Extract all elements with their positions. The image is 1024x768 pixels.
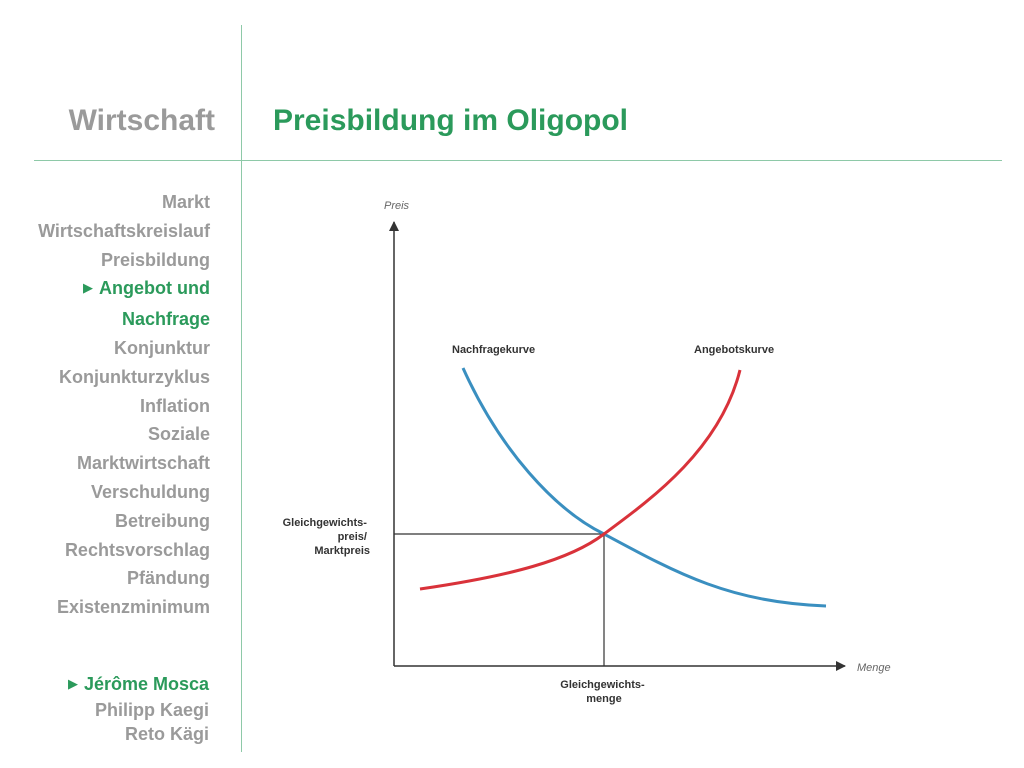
nav-item-betreibung[interactable]: Betreibung (114, 510, 210, 531)
nav-item-marktwirtschaft[interactable]: Marktwirtschaft (76, 453, 210, 474)
y-axis-label: Preis (384, 200, 410, 212)
nav-item-inflation[interactable]: Inflation (140, 395, 210, 416)
nav-item-angebot-und-nachfrage[interactable]: ▶ Angebot und (38, 274, 210, 305)
supply-curve-label: Angebotskurve (694, 344, 774, 356)
author-name: Jérôme Mosca (83, 674, 209, 694)
nav-item-konjunkturzyklus[interactable]: Konjunkturzyklus (58, 366, 210, 387)
author-reto-kaegi[interactable]: Reto Kägi (124, 724, 209, 744)
nav-item-rechtsvorschlag[interactable]: Rechtsvorschlag (64, 539, 210, 560)
author-list: ▶ Jérôme Mosca Philipp Kaegi Reto Kägi (68, 672, 209, 746)
nav-item-existenzminimum[interactable]: Existenzminimum (56, 597, 210, 618)
supply-demand-diagram: Preis Menge Nachfragekurve Angebotskurve… (283, 200, 891, 705)
sidebar-nav: Markt Wirtschaftskreislauf Preisbildung … (38, 188, 210, 622)
x-axis-label: Menge (857, 662, 891, 674)
author-philipp-kaegi[interactable]: Philipp Kaegi (94, 700, 209, 720)
demand-curve-label: Nachfragekurve (452, 344, 535, 356)
section-title: Wirtschaft (68, 104, 215, 137)
nav-item-label: Angebot und (99, 278, 210, 299)
nav-item-wirtschaftskreislauf[interactable]: Wirtschaftskreislauf (38, 220, 210, 241)
vertical-divider (241, 25, 242, 752)
equilibrium-price-label: Gleichgewichts- preis/ Marktpreis (283, 517, 370, 557)
active-marker-icon: ▶ (67, 676, 78, 691)
nav-item-preisbildung[interactable]: Preisbildung (100, 249, 210, 270)
page-title: Preisbildung im Oligopol (273, 104, 629, 137)
active-marker-icon: ▶ (83, 280, 94, 296)
equilibrium-quantity-label: Gleichgewichts- menge (560, 679, 647, 705)
nav-item-soziale[interactable]: Soziale (147, 424, 210, 445)
horizontal-divider (34, 160, 1002, 161)
nav-item-pfaendung[interactable]: Pfändung (127, 568, 210, 589)
author-jerome-mosca[interactable]: ▶ Jérôme Mosca (68, 672, 209, 698)
supply-curve (419, 369, 742, 591)
nav-item-markt[interactable]: Markt (161, 192, 210, 212)
nav-item-verschuldung[interactable]: Verschuldung (90, 481, 210, 502)
nav-item-nachfrage[interactable]: Nachfrage (121, 309, 210, 330)
nav-item-konjunktur[interactable]: Konjunktur (114, 337, 210, 358)
